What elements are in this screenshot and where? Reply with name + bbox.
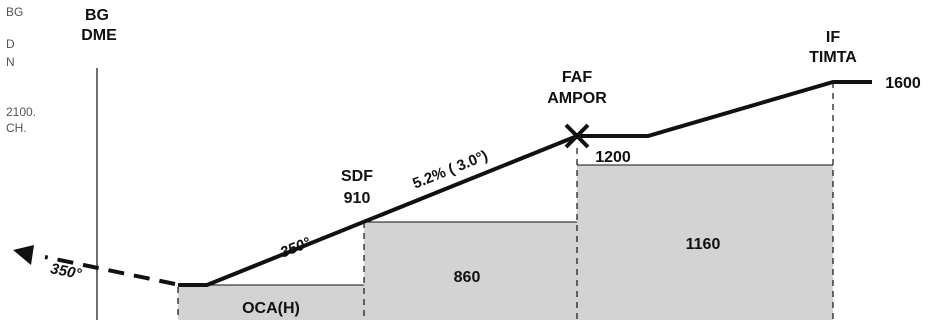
timta-label: TIMTA — [809, 49, 857, 66]
oca-box — [178, 285, 364, 320]
faf-altitude-label: 1200 — [595, 149, 631, 166]
missed-approach-path — [44, 255, 176, 286]
margin-note-line5: CH. — [6, 121, 27, 135]
if-label: IF — [826, 29, 840, 46]
oca-box-value: OCA(H) — [242, 300, 300, 317]
missed-track-label: 350° — [49, 260, 84, 283]
margin-note-line1: BG — [6, 5, 24, 19]
missed-approach-arrow-icon — [13, 245, 34, 265]
bg-label: BG — [85, 7, 109, 24]
faf-box-value: 1160 — [686, 236, 721, 253]
dme-label: DME — [81, 27, 117, 44]
faf-label: FAF — [562, 69, 592, 86]
faf-box — [577, 165, 833, 320]
sdf-label: SDF — [341, 168, 373, 185]
margin-note-line4: 2100. — [6, 105, 37, 119]
faf-cross-icon — [564, 123, 590, 149]
sdf-box — [364, 222, 577, 320]
sdf-altitude-label: 910 — [344, 190, 371, 207]
ampor-label: AMPOR — [547, 90, 607, 107]
approach-path — [178, 80, 872, 287]
margin-note-line2: D — [6, 37, 15, 51]
sdf-box-value: 860 — [454, 269, 481, 286]
margin-note-line3: N — [6, 55, 15, 69]
if-altitude-label: 1600 — [885, 75, 921, 92]
inbound-track-label: 350° — [278, 234, 314, 262]
